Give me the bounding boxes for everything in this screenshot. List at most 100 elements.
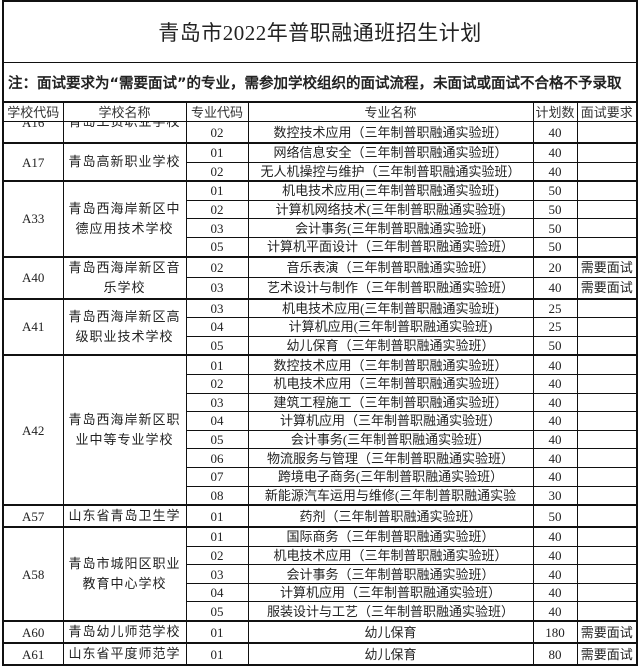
- table-row: 04 计算机应用（三年制普职融通实验班） 40: [3, 582, 638, 603]
- table-row: 06 物流服务与管理（三年制普职融通实验班） 40: [3, 448, 638, 468]
- interview-requirement: [576, 199, 638, 220]
- interview-requirement: 需要面试: [576, 620, 638, 644]
- plan-count: 40: [532, 466, 578, 487]
- interview-requirement: [576, 466, 638, 487]
- interview-requirement: [576, 317, 638, 337]
- school-name: 山东省平度师范学: [62, 642, 187, 666]
- table-row: 04 计算机应用(三年制普职融通实验班) 25: [3, 317, 638, 337]
- major-code: 04: [185, 582, 249, 603]
- plan-count: 40: [532, 582, 578, 603]
- table-row: 08 新能源汽车运用与维修(三年制普职融通实验 30: [3, 485, 638, 506]
- major-name: 跨境电子商务(三年制普职融通实验班）: [247, 466, 534, 487]
- header-interview: 面试要求: [576, 102, 638, 122]
- major-name: 机电技术应用(三年制普职融通实验班): [247, 180, 534, 201]
- interview-requirement: [576, 448, 638, 468]
- interview-requirement: 需要面试: [576, 255, 638, 279]
- major-name: 幼儿保育: [247, 642, 534, 666]
- school-name: 青岛市城阳区职业教育中心学校: [62, 526, 187, 622]
- school-code: A16: [2, 121, 64, 144]
- plan-count: 25: [532, 297, 578, 319]
- major-code: 02: [185, 545, 249, 566]
- plan-count: 40: [532, 448, 578, 468]
- interview-requirement: [576, 335, 638, 356]
- major-name: 幼儿保育: [247, 620, 534, 644]
- interview-requirement: [576, 373, 638, 394]
- table-row: 03 会计事务（三年制普职融通实验班） 40: [3, 564, 638, 584]
- plan-count: 40: [532, 392, 578, 413]
- major-name: 机电技术应用(三年制普职融通实验班): [247, 297, 534, 319]
- major-code: 01: [185, 141, 249, 163]
- school-code: A40: [2, 255, 64, 300]
- table-row: 02 机电技术应用（三年制普职融通实验班） 40: [3, 373, 638, 394]
- major-name: 数控技术应用（三年制普职融通实验班）: [247, 354, 534, 375]
- table-row: A42 青岛西海岸新区职业中等专业学校 01 数控技术应用（三年制普职融通实验班） 40: [2, 354, 638, 506]
- major-name: 新能源汽车运用与维修(三年制普职融通实验: [247, 485, 534, 506]
- plan-count: 50: [532, 236, 578, 258]
- school-code: A17: [2, 141, 64, 182]
- interview-requirement: 需要面试: [576, 642, 638, 666]
- table-row: A33 青岛西海岸新区中德应用技术学校 01 机电技术应用(三年制普职融通实验班) 50: [2, 180, 638, 258]
- interview-requirement: [576, 526, 638, 547]
- major-name: 艺术设计与制作（三年制普职融通实验班）: [247, 277, 534, 300]
- major-name: 机电技术应用（三年制普职融通实验班）: [247, 373, 534, 394]
- enrollment-table: 学校代码 学校名称 专业代码 专业名称 计划数 面试要求 A16 青岛工贸职业学校…: [2, 102, 638, 666]
- major-code: 02: [185, 255, 249, 279]
- school-code: A58: [2, 526, 64, 622]
- page-title: 青岛市2022年普职融通班招生计划: [2, 0, 638, 63]
- table-row: A40 青岛西海岸新区音乐学校 02 音乐表演（三年制普职融通实验班） 20 需要面试: [2, 255, 638, 300]
- table-row: A61 山东省平度师范学 01 幼儿保育 80 需要面试: [2, 642, 638, 666]
- school-name: 青岛西海岸新区中德应用技术学校: [62, 180, 187, 258]
- major-code: 01: [185, 642, 249, 666]
- major-code: 08: [185, 485, 249, 506]
- table-row: 03 建筑工程施工（三年制普职融通实验班） 40: [3, 392, 638, 413]
- plan-count: 20: [532, 255, 578, 279]
- interview-requirement: [576, 392, 638, 413]
- table-row: 05 幼儿保育（三年制普职融通实验班） 50: [3, 335, 638, 356]
- interview-requirement: [576, 236, 638, 258]
- major-code: 03: [185, 392, 249, 413]
- major-name: 计算机应用(三年制普职融通实验班): [247, 317, 534, 337]
- major-code: 01: [185, 180, 249, 201]
- major-code: 03: [185, 297, 249, 319]
- interview-requirement: [576, 545, 638, 566]
- plan-count: 40: [532, 564, 578, 584]
- school-name: 青岛西海岸新区音乐学校: [62, 255, 187, 300]
- header-major-code: 专业代码: [185, 102, 249, 122]
- major-code: 01: [185, 526, 249, 547]
- plan-count: 50: [532, 218, 578, 238]
- header-plan-count: 计划数: [532, 102, 578, 122]
- major-code: 01: [185, 354, 249, 375]
- school-name: 青岛西海岸新区职业中等专业学校: [62, 354, 187, 506]
- plan-count: 50: [532, 199, 578, 220]
- school-name: 青岛幼儿师范学校: [62, 620, 187, 644]
- school-code: A33: [2, 180, 64, 258]
- table-row: A58 青岛市城阳区职业教育中心学校 01 国际商务（三年制普职融通实验班） 40: [2, 526, 638, 622]
- plan-count: 40: [532, 545, 578, 566]
- plan-count: 40: [532, 601, 578, 622]
- major-name: 数控技术应用（三年制普职融通实验班）: [247, 121, 534, 144]
- header-school-code: 学校代码: [2, 102, 64, 122]
- table-row: 02 计算机网络技术(三年制普职融通实验班) 50: [3, 199, 638, 220]
- school-code-text: A16: [22, 121, 45, 130]
- interview-note: 注：面试要求为“需要面试”的专业，需参加学校组织的面试流程，未面试或面试不合格不…: [2, 63, 638, 102]
- plan-count: 40: [532, 141, 578, 163]
- school-code: A42: [2, 354, 64, 506]
- major-name: 计算机应用（三年制普职融通实验班）: [247, 582, 534, 603]
- table-row: A16 青岛工贸职业学校 02 数控技术应用（三年制普职融通实验班） 40: [2, 121, 638, 144]
- major-code: 02: [185, 121, 249, 144]
- interview-requirement: [576, 121, 638, 144]
- major-code: 02: [185, 373, 249, 394]
- major-name: 音乐表演（三年制普职融通实验班）: [247, 255, 534, 279]
- major-code: 03: [185, 564, 249, 584]
- plan-count: 40: [532, 373, 578, 394]
- interview-requirement: [576, 141, 638, 163]
- school-name-text: 青岛工贸职业学校: [68, 121, 181, 129]
- plan-count: 50: [532, 180, 578, 201]
- plan-count: 40: [532, 277, 578, 300]
- major-name: 会计事务(三年制普职融通实验班）: [247, 429, 534, 450]
- table-row: A17 青岛高新职业学校 01 网络信息安全（三年制普职融通实验班） 40: [2, 141, 638, 182]
- interview-requirement: [576, 180, 638, 201]
- interview-requirement: [576, 601, 638, 622]
- table-row: A57 山东省青岛卫生学 01 药剂（三年制普职融通实验班） 50: [2, 504, 638, 528]
